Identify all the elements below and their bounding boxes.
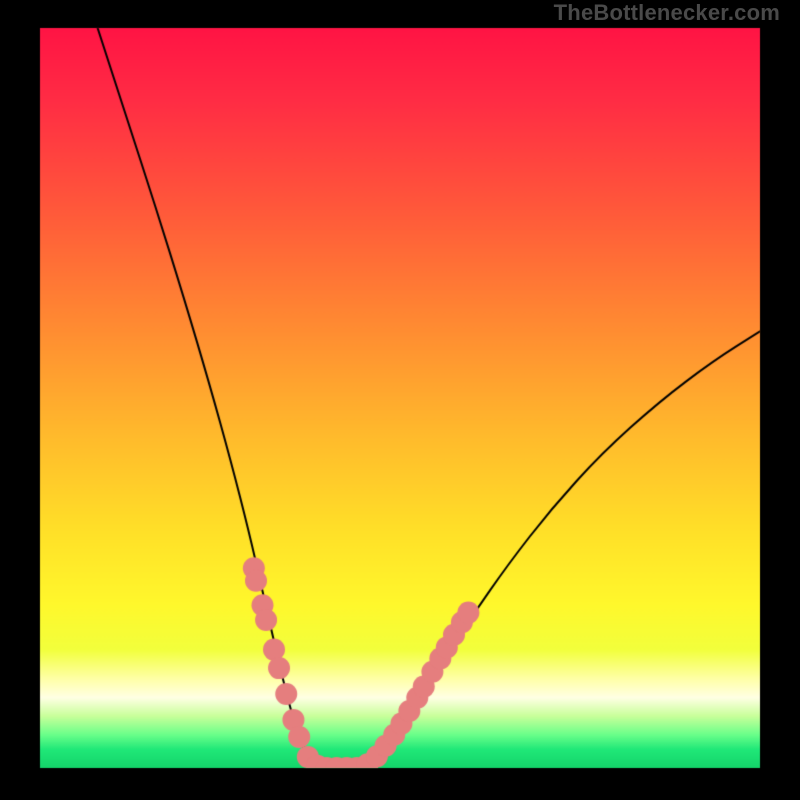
gradient-background: [0, 0, 800, 800]
chart-container: TheBottlenecker.com: [0, 0, 800, 800]
watermark-text: TheBottlenecker.com: [554, 0, 780, 26]
